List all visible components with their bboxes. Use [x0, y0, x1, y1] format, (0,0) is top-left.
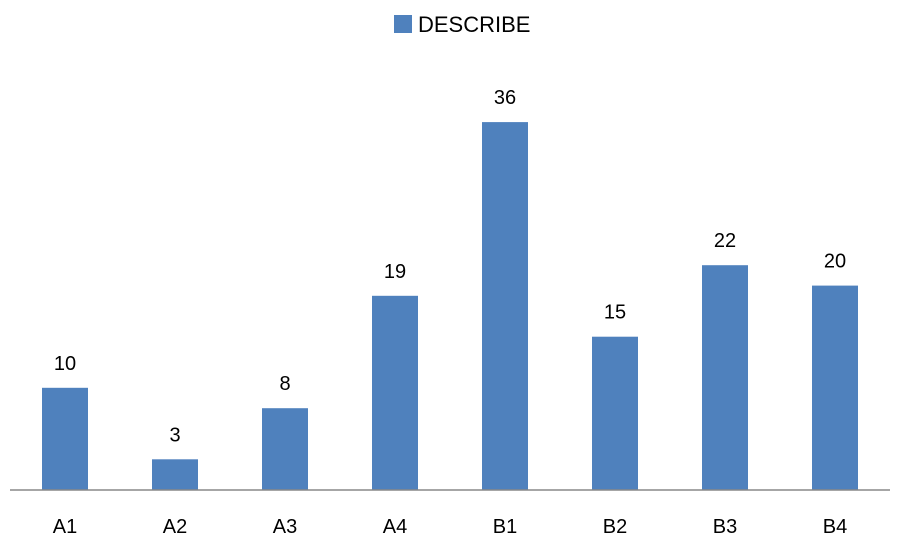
- legend-label: DESCRIBE: [418, 12, 530, 37]
- data-label-a1: 10: [54, 353, 76, 375]
- x-tick-label-a3: A3: [273, 516, 297, 537]
- x-tick-label-a1: A1: [53, 516, 77, 537]
- data-label-b3: 22: [714, 230, 736, 252]
- plot-area: 10 A1 3 A2 8 A3 19 A4 36 B1 15 B2 22 B3 20 B4: [42, 87, 858, 537]
- data-label-a4: 19: [384, 261, 406, 283]
- x-tick-label-b2: B2: [603, 516, 627, 537]
- data-label-a3: 8: [279, 373, 290, 395]
- bar-b2: [592, 336, 638, 490]
- data-label-b2: 15: [604, 302, 626, 324]
- x-tick-label-b1: B1: [493, 516, 517, 537]
- x-tick-label-b4: B4: [823, 516, 847, 537]
- x-tick-label-a4: A4: [383, 516, 407, 537]
- data-label-b1: 36: [494, 87, 516, 109]
- bar-a4: [372, 295, 418, 490]
- bar-b3: [702, 265, 748, 490]
- data-label-a2: 3: [169, 424, 180, 446]
- bar-a2: [152, 459, 198, 490]
- bar-a1: [42, 387, 88, 490]
- x-tick-label-a2: A2: [163, 516, 187, 537]
- bar-a3: [262, 408, 308, 490]
- bar-b4: [812, 285, 858, 490]
- x-tick-label-b3: B3: [713, 516, 737, 537]
- bar-b1: [482, 122, 528, 490]
- legend-swatch: [394, 15, 412, 33]
- chart-legend: DESCRIBE: [394, 12, 530, 37]
- data-label-b4: 20: [824, 251, 846, 273]
